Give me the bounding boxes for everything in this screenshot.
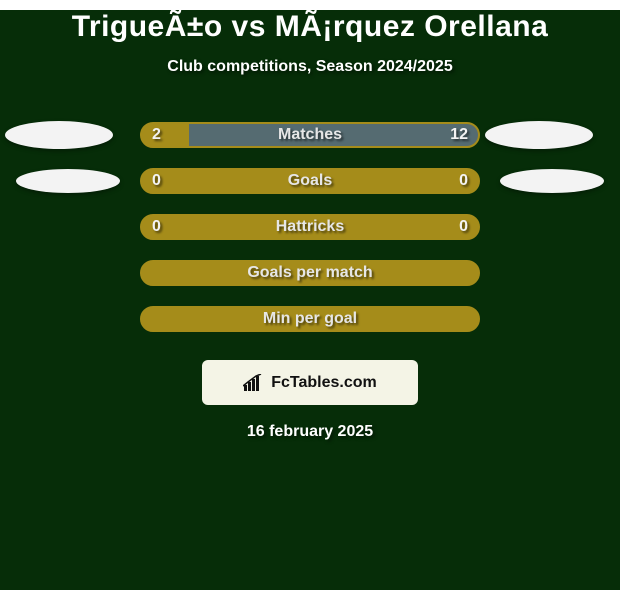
stat-row: Min per goal <box>0 296 620 342</box>
stat-label: Goals per match <box>142 262 478 284</box>
player-ellipse-left <box>5 121 113 149</box>
stat-label: Goals <box>142 170 478 192</box>
stat-value-left: 2 <box>152 124 161 146</box>
player-ellipse-right <box>485 121 593 149</box>
stat-value-right: 0 <box>459 216 468 238</box>
player-ellipse-right <box>500 169 604 193</box>
player-ellipse-left <box>16 169 120 193</box>
stat-row: Hattricks0 0 <box>0 204 620 250</box>
stat-row: Goals per match <box>0 250 620 296</box>
stat-row: Goals0 0 <box>0 158 620 204</box>
stat-row: Matches2 12 <box>0 112 620 158</box>
page-title: TrigueÃ±o vs MÃ¡rquez Orellana <box>0 10 620 44</box>
stat-label: Matches <box>142 124 478 146</box>
stat-bar: Hattricks0 0 <box>140 214 480 240</box>
stat-value-left: 0 <box>152 216 161 238</box>
stat-bar: Matches2 12 <box>140 122 480 148</box>
barchart-icon <box>243 374 265 392</box>
date-text: 16 february 2025 <box>0 423 620 441</box>
stat-bar: Goals per match <box>140 260 480 286</box>
stat-value-right: 12 <box>450 124 468 146</box>
stat-label: Min per goal <box>142 308 478 330</box>
stat-bar: Min per goal <box>140 306 480 332</box>
stat-value-left: 0 <box>152 170 161 192</box>
stat-value-right: 0 <box>459 170 468 192</box>
source-badge: FcTables.com <box>202 360 418 405</box>
subtitle: Club competitions, Season 2024/2025 <box>0 58 620 76</box>
source-badge-label: FcTables.com <box>271 374 377 392</box>
stat-rows: Matches212Goals00Hattricks00Goals per ma… <box>0 112 620 342</box>
stat-label: Hattricks <box>142 216 478 238</box>
content: TrigueÃ±o vs MÃ¡rquez Orellana Club comp… <box>0 10 620 441</box>
stat-bar: Goals0 0 <box>140 168 480 194</box>
